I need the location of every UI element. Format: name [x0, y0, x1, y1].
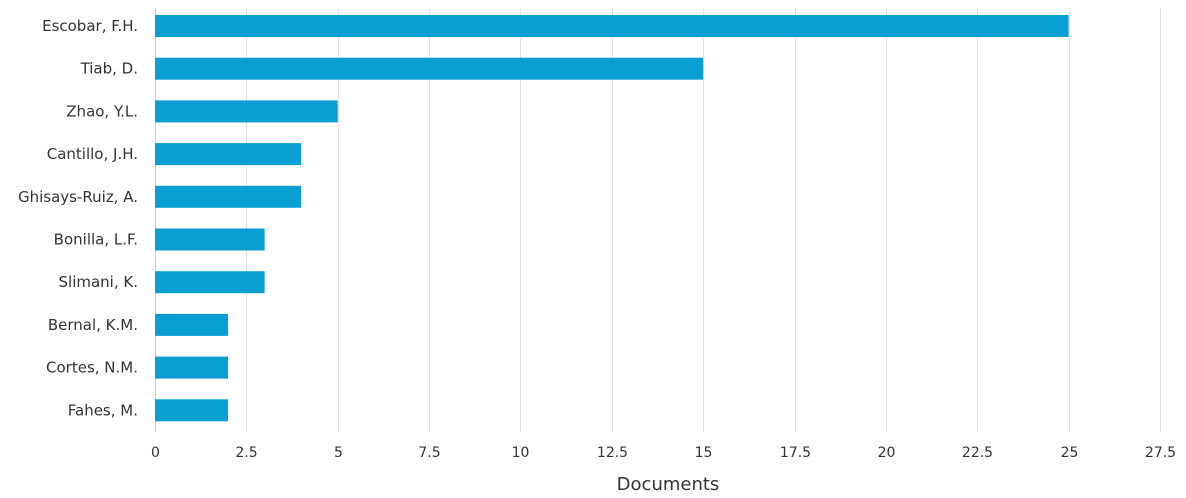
bar[interactable]	[155, 228, 265, 251]
category-label: Bonilla, L.F.	[54, 231, 138, 249]
bars-layer	[155, 15, 1069, 422]
x-tick-label: 15	[695, 445, 713, 461]
category-label: Tiab, D.	[80, 60, 138, 78]
category-label: Escobar, F.H.	[42, 17, 138, 35]
x-tick-label: 17.5	[780, 445, 811, 461]
bar[interactable]	[155, 57, 704, 80]
x-tick-label: 25	[1061, 445, 1079, 461]
bar[interactable]	[155, 356, 229, 379]
bar[interactable]	[155, 143, 302, 166]
category-label: Fahes, M.	[68, 401, 138, 419]
category-label: Slimani, K.	[59, 273, 138, 291]
category-label: Cortes, N.M.	[46, 359, 138, 377]
x-tick-label: 10	[512, 445, 530, 461]
bar[interactable]	[155, 15, 1069, 37]
bar[interactable]	[155, 313, 229, 336]
x-axis-title: Documents	[617, 474, 720, 495]
x-tick-label: 2.5	[235, 445, 257, 461]
category-label: Ghisays-Ruiz, A.	[18, 188, 138, 206]
x-tick-label: 20	[878, 445, 896, 461]
x-tick-label: 22.5	[962, 445, 993, 461]
x-tick-label: 12.5	[597, 445, 628, 461]
x-tick-label: 7.5	[418, 445, 440, 461]
x-tick-labels: 0 2.5 5 7.5 10 12.5 15 17.5 20 22.5 25 27.5	[151, 445, 1176, 461]
category-labels: Escobar, F.H. Tiab, D. Zhao, Y.L. Cantillo,…	[18, 17, 138, 419]
category-label: Cantillo, J.H.	[47, 145, 138, 163]
bar[interactable]	[155, 185, 302, 208]
bar[interactable]	[155, 100, 338, 123]
bar[interactable]	[155, 399, 229, 422]
x-tick-label: 27.5	[1145, 445, 1176, 461]
x-tick-label: 5	[334, 445, 343, 461]
bar[interactable]	[155, 271, 265, 294]
x-tick-label: 0	[151, 445, 160, 461]
category-label: Zhao, Y.L.	[66, 102, 138, 120]
category-label: Bernal, K.M.	[48, 316, 138, 334]
